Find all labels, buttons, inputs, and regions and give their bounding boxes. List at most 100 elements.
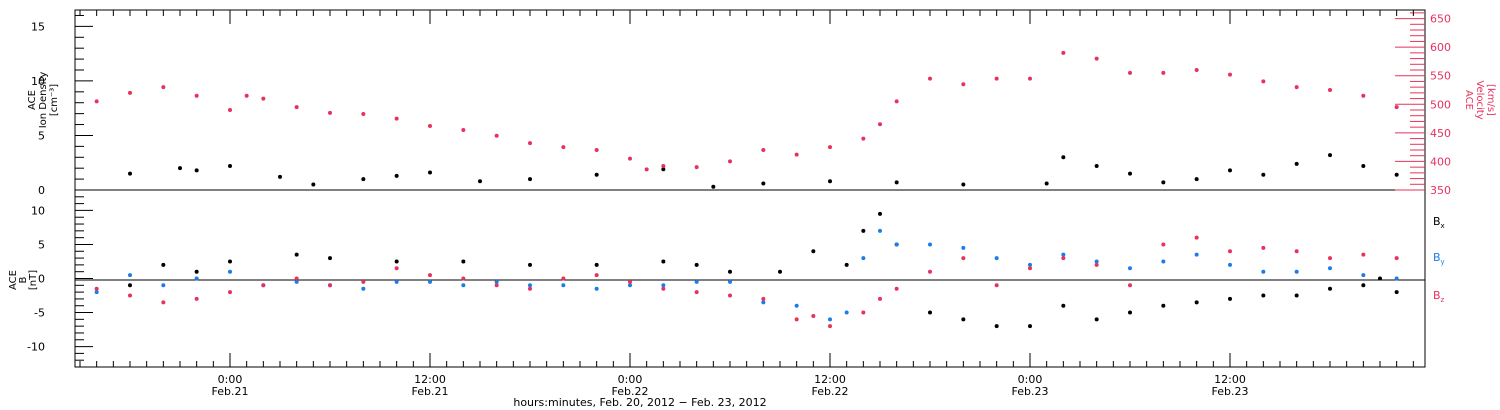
velocity-axis-title-2: Velocity <box>1474 80 1485 119</box>
data-point <box>628 279 632 284</box>
data-point <box>1261 269 1266 274</box>
data-point <box>1294 249 1299 254</box>
data-point <box>1394 105 1399 110</box>
data-point <box>1228 168 1232 173</box>
velocity-tick-label: 400 <box>1430 155 1451 168</box>
data-point <box>928 310 932 315</box>
data-point <box>528 262 532 267</box>
data-point <box>361 112 366 116</box>
data-point <box>428 170 432 175</box>
data-point <box>1294 85 1299 90</box>
data-point <box>1394 276 1399 281</box>
data-point <box>794 303 799 308</box>
data-point <box>1128 266 1132 271</box>
data-point <box>294 105 299 110</box>
data-point <box>1028 262 1032 267</box>
data-point <box>928 269 932 274</box>
date-tick-label: Feb.23 <box>1012 385 1049 398</box>
density-tick-label: 15 <box>31 20 45 33</box>
data-point <box>1128 70 1132 75</box>
data-point <box>594 273 599 278</box>
data-point <box>461 259 466 264</box>
data-point <box>844 262 849 267</box>
data-point <box>661 167 666 172</box>
field-tick-label: -5 <box>34 307 45 320</box>
data-point <box>1261 79 1266 84</box>
data-point <box>694 279 699 284</box>
data-point <box>711 184 716 189</box>
data-point <box>1361 93 1366 98</box>
time-tick-label: 12:00 <box>1214 373 1246 386</box>
data-point <box>1261 293 1266 298</box>
data-point <box>594 262 599 267</box>
data-point <box>528 286 532 291</box>
legend-bx: Bx <box>1433 215 1445 230</box>
data-point <box>461 128 466 132</box>
field-tick-label: 0 <box>38 273 45 286</box>
data-point <box>294 276 299 281</box>
data-point <box>361 286 366 291</box>
data-point <box>1328 153 1332 158</box>
date-tick-label: Feb.22 <box>612 385 649 398</box>
velocity-tick-label: 450 <box>1430 127 1451 140</box>
data-point <box>778 269 782 274</box>
data-point <box>994 283 999 288</box>
data-point <box>361 177 366 182</box>
data-point <box>761 181 766 186</box>
data-point <box>1028 266 1032 271</box>
data-point <box>844 310 849 315</box>
field-tick-label: 5 <box>38 238 45 251</box>
data-point <box>594 286 599 291</box>
data-point <box>961 82 966 87</box>
data-point <box>128 171 132 176</box>
data-point <box>961 182 966 187</box>
data-point <box>461 283 466 288</box>
data-point <box>1194 68 1199 72</box>
data-point <box>961 245 966 250</box>
data-point <box>1094 259 1099 264</box>
data-point <box>1378 276 1382 281</box>
velocity-tick-label: 600 <box>1430 41 1451 54</box>
data-point <box>428 279 432 284</box>
data-point <box>828 324 832 329</box>
data-point <box>828 317 832 322</box>
density-tick-label: 0 <box>38 184 45 197</box>
data-point <box>461 276 466 281</box>
data-point <box>761 296 766 301</box>
data-point <box>328 283 332 288</box>
data-point <box>1161 259 1166 264</box>
data-point <box>328 256 332 261</box>
data-point <box>1128 310 1132 315</box>
data-point <box>1161 242 1166 247</box>
velocity-tick-label: 500 <box>1430 98 1451 111</box>
data-point <box>494 279 499 284</box>
data-point <box>94 286 99 291</box>
velocity-tick-label: 550 <box>1430 70 1451 83</box>
data-point <box>528 177 532 182</box>
density-axis-title-1: ACE <box>27 90 38 110</box>
data-point <box>878 211 882 216</box>
data-point <box>878 296 882 301</box>
data-point <box>728 279 732 284</box>
data-point <box>794 317 799 322</box>
data-point <box>94 99 99 104</box>
data-point <box>94 290 99 295</box>
field-legend: Bx By Bz <box>1433 215 1445 304</box>
data-point <box>1228 249 1232 254</box>
data-point <box>1161 70 1166 75</box>
data-point <box>1061 256 1066 261</box>
data-point <box>894 180 899 185</box>
data-point <box>828 145 832 150</box>
data-point <box>1061 252 1066 257</box>
data-point <box>1394 256 1399 261</box>
data-point <box>1261 245 1266 250</box>
data-point <box>1161 180 1166 185</box>
date-tick-label: Feb.22 <box>812 385 849 398</box>
data-point <box>728 159 732 164</box>
data-point <box>561 283 566 288</box>
time-tick-label: 0:00 <box>218 373 243 386</box>
data-point <box>761 300 766 305</box>
data-point <box>794 152 799 157</box>
data-point <box>161 283 166 288</box>
field-axis-title-3: [nT] <box>28 270 39 290</box>
